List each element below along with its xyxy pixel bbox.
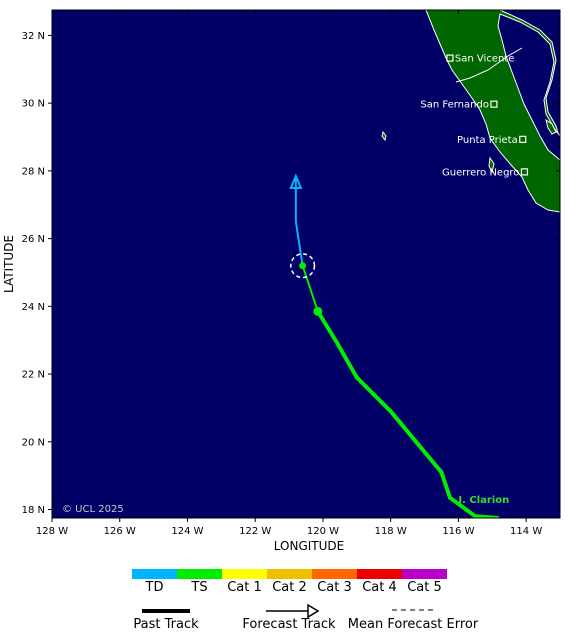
legend-swatch <box>177 569 222 579</box>
legend-swatch <box>267 569 312 579</box>
island-cedros <box>488 156 495 174</box>
gulf-of-california-water <box>497 13 560 161</box>
storm-name-label: I. Clarion <box>458 495 509 506</box>
y-tick-label: 30 N <box>22 99 45 110</box>
forecast-arrowhead <box>289 173 303 189</box>
forecast-track-segment <box>294 221 304 266</box>
legend-swatch <box>402 569 447 579</box>
past-track-line <box>316 310 500 518</box>
place-label: San Fernando <box>420 100 489 111</box>
y-tick-label: 20 N <box>22 437 45 448</box>
y-tick-label: 18 N <box>22 505 45 516</box>
legend-category-label: Cat 5 <box>407 580 442 595</box>
forecast-track-legend-label: Forecast Track <box>242 617 336 632</box>
legend-category-label: Cat 4 <box>362 580 397 595</box>
storm-track-layer <box>289 173 500 518</box>
x-axis-title: LONGITUDE <box>274 539 344 553</box>
forecast-error-circle <box>290 253 316 279</box>
place-marker <box>446 54 454 62</box>
legend-swatch <box>357 569 402 579</box>
x-tick-label: 114 W <box>510 526 542 537</box>
place-marker <box>519 135 527 143</box>
place-label: San Vicente <box>455 54 514 65</box>
x-tick-label: 120 W <box>307 526 339 537</box>
forecast-position-dot <box>299 262 307 270</box>
current-position-dot <box>313 306 323 316</box>
category-legend: TD TS Cat 1 Cat 2 Cat 3 Cat 4 Cat 5 <box>132 569 447 595</box>
plot-frame <box>51 9 561 519</box>
x-tick-label: 122 W <box>239 526 271 537</box>
forecast-track-legend-arrow <box>307 603 320 619</box>
y-axis-title: LATITUDE <box>2 235 16 293</box>
x-tick-label: 116 W <box>442 526 474 537</box>
legend-category-label: TS <box>190 580 207 595</box>
forecast-track-segment <box>301 265 319 312</box>
past-track-legend-label: Past Track <box>133 617 199 632</box>
legend-category-label: Cat 1 <box>227 580 262 595</box>
island-gulf <box>545 118 557 135</box>
place-marker <box>520 168 529 176</box>
copyright-text: © UCL 2025 <box>62 504 124 515</box>
legend-swatch <box>222 569 267 579</box>
axis-ticks: 128 W 126 W 124 W 122 W 120 W 118 W 116 W 114 W… <box>22 10 560 537</box>
y-tick-label: 22 N <box>22 370 45 381</box>
legend-category-label: Cat 3 <box>317 580 352 595</box>
x-tick-label: 124 W <box>171 526 203 537</box>
x-tick-label: 118 W <box>375 526 407 537</box>
place-label: Guerrero Negro <box>442 167 519 178</box>
y-tick-label: 24 N <box>22 302 45 313</box>
legend-swatch <box>312 569 357 579</box>
mean-error-legend-label: Mean Forecast Error <box>348 617 479 632</box>
y-tick-label: 32 N <box>22 31 45 42</box>
legend-category-label: Cat 2 <box>272 580 307 595</box>
places-layer: San Vicente San Fernando Punta Prieta Guerr… <box>420 54 529 178</box>
x-tick-label: 126 W <box>104 526 136 537</box>
x-tick-label: 128 W <box>36 526 68 537</box>
y-tick-label: 26 N <box>22 234 45 245</box>
legend-swatch <box>132 569 177 579</box>
y-tick-label: 28 N <box>22 166 45 177</box>
place-label: Punta Prieta <box>457 135 518 146</box>
legend-category-label: TD <box>145 580 164 595</box>
island-guadalupe <box>381 130 387 142</box>
place-marker <box>490 100 498 108</box>
state-border-line <box>455 47 523 83</box>
